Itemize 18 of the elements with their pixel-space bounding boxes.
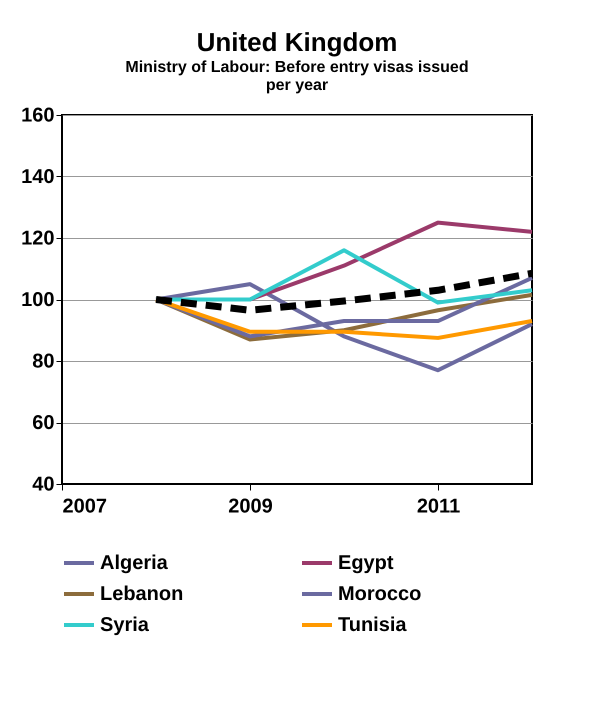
legend-label: Morocco xyxy=(338,583,422,605)
chart-title: United Kingdom xyxy=(196,27,398,57)
legend-label: Lebanon xyxy=(100,583,184,605)
x-tick-label: 2009 xyxy=(228,496,273,518)
legend-label: Algeria xyxy=(100,552,169,574)
legend-label: Syria xyxy=(100,614,150,636)
y-tick-label: 40 xyxy=(32,474,54,496)
x-tick-label: 2011 xyxy=(416,496,460,518)
y-tick-label: 160 xyxy=(21,104,54,126)
y-tick-label: 140 xyxy=(21,166,54,188)
legend-label: Egypt xyxy=(338,552,394,574)
y-tick-label: 100 xyxy=(21,289,54,311)
y-tick-label: 60 xyxy=(32,412,54,434)
x-tick-label: 2007 xyxy=(62,496,107,518)
y-tick-label: 120 xyxy=(21,228,54,250)
chart-subtitle: Ministry of Labour: Before entry visas issued per year xyxy=(125,59,469,94)
y-tick-label: 80 xyxy=(32,350,54,372)
legend-label: Tunisia xyxy=(338,614,408,636)
